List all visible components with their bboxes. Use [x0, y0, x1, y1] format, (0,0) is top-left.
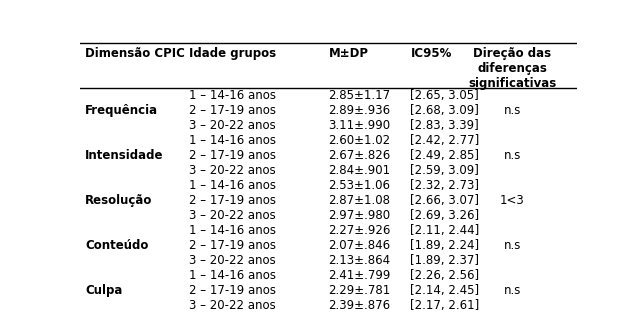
Text: 2.67±.826: 2.67±.826: [328, 149, 391, 162]
Text: [2.26, 2.56]: [2.26, 2.56]: [410, 269, 479, 282]
Text: Dimensão CPIC: Dimensão CPIC: [85, 47, 185, 60]
Text: M±DP: M±DP: [328, 47, 369, 60]
Text: [2.68, 3.09]: [2.68, 3.09]: [410, 105, 479, 117]
Text: [2.83, 3.39]: [2.83, 3.39]: [410, 119, 479, 133]
Text: 1 – 14-16 anos: 1 – 14-16 anos: [190, 269, 276, 282]
Text: n.s: n.s: [504, 149, 521, 162]
Text: 1 – 14-16 anos: 1 – 14-16 anos: [190, 225, 276, 237]
Text: Resolução: Resolução: [85, 194, 153, 207]
Text: 2.97±.980: 2.97±.980: [328, 209, 390, 222]
Text: [2.66, 3.07]: [2.66, 3.07]: [410, 194, 479, 207]
Text: [2.69, 3.26]: [2.69, 3.26]: [410, 209, 479, 222]
Text: 2 – 17-19 anos: 2 – 17-19 anos: [190, 284, 276, 297]
Text: [1.89, 2.37]: [1.89, 2.37]: [410, 254, 479, 267]
Text: 2.84±.901: 2.84±.901: [328, 165, 390, 177]
Text: 2.53±1.06: 2.53±1.06: [328, 179, 390, 192]
Text: [1.89, 2.24]: [1.89, 2.24]: [410, 239, 479, 252]
Text: 2.13±.864: 2.13±.864: [328, 254, 390, 267]
Text: [2.65, 3.05]: [2.65, 3.05]: [410, 89, 479, 102]
Text: [2.42, 2.77]: [2.42, 2.77]: [410, 134, 479, 147]
Text: [2.49, 2.85]: [2.49, 2.85]: [410, 149, 479, 162]
Text: 2.39±.876: 2.39±.876: [328, 299, 390, 312]
Text: 3 – 20-22 anos: 3 – 20-22 anos: [190, 254, 276, 267]
Text: 1<3: 1<3: [500, 194, 525, 207]
Text: [2.14, 2.45]: [2.14, 2.45]: [410, 284, 479, 297]
Text: 2 – 17-19 anos: 2 – 17-19 anos: [190, 105, 276, 117]
Text: 3 – 20-22 anos: 3 – 20-22 anos: [190, 209, 276, 222]
Text: Culpa: Culpa: [85, 284, 122, 297]
Text: 2.60±1.02: 2.60±1.02: [328, 134, 390, 147]
Text: 2.27±.926: 2.27±.926: [328, 225, 391, 237]
Text: Frequência: Frequência: [85, 105, 158, 117]
Text: 3 – 20-22 anos: 3 – 20-22 anos: [190, 165, 276, 177]
Text: 2 – 17-19 anos: 2 – 17-19 anos: [190, 149, 276, 162]
Text: 3.11±.990: 3.11±.990: [328, 119, 390, 133]
Text: [2.17, 2.61]: [2.17, 2.61]: [410, 299, 479, 312]
Text: Direção das
diferenças
significativas: Direção das diferenças significativas: [468, 47, 556, 90]
Text: 2.89±.936: 2.89±.936: [328, 105, 390, 117]
Text: [2.59, 3.09]: [2.59, 3.09]: [410, 165, 479, 177]
Text: n.s: n.s: [504, 284, 521, 297]
Text: 1 – 14-16 anos: 1 – 14-16 anos: [190, 134, 276, 147]
Text: [2.11, 2.44]: [2.11, 2.44]: [410, 225, 479, 237]
Text: 3 – 20-22 anos: 3 – 20-22 anos: [190, 119, 276, 133]
Text: 1 – 14-16 anos: 1 – 14-16 anos: [190, 179, 276, 192]
Text: 1 – 14-16 anos: 1 – 14-16 anos: [190, 89, 276, 102]
Text: Intensidade: Intensidade: [85, 149, 163, 162]
Text: 2.29±.781: 2.29±.781: [328, 284, 391, 297]
Text: 2 – 17-19 anos: 2 – 17-19 anos: [190, 239, 276, 252]
Text: [2.32, 2.73]: [2.32, 2.73]: [410, 179, 479, 192]
Text: 3 – 20-22 anos: 3 – 20-22 anos: [190, 299, 276, 312]
Text: 2.87±1.08: 2.87±1.08: [328, 194, 390, 207]
Text: 2.41±.799: 2.41±.799: [328, 269, 391, 282]
Text: Idade grupos: Idade grupos: [190, 47, 276, 60]
Text: 2 – 17-19 anos: 2 – 17-19 anos: [190, 194, 276, 207]
Text: 2.07±.846: 2.07±.846: [328, 239, 390, 252]
Text: Conteúdo: Conteúdo: [85, 239, 149, 252]
Text: n.s: n.s: [504, 105, 521, 117]
Text: 2.85±1.17: 2.85±1.17: [328, 89, 390, 102]
Text: n.s: n.s: [504, 239, 521, 252]
Text: IC95%: IC95%: [410, 47, 452, 60]
